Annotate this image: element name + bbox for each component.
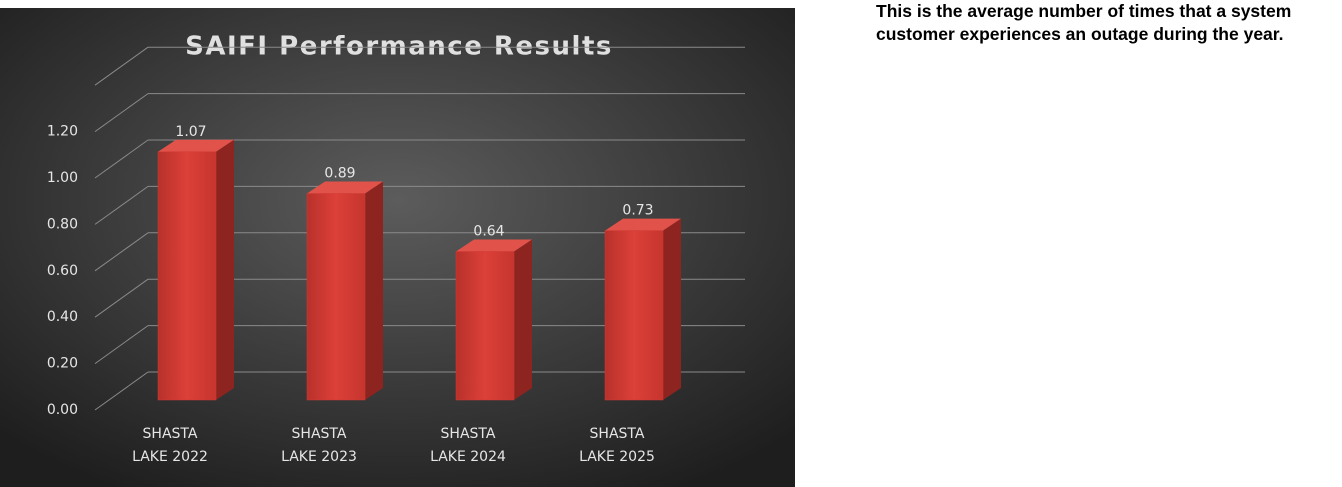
grid-line xyxy=(94,46,149,86)
chart-area: SAIFI Performance Results 0.00 0.20 0.40 0.… xyxy=(0,8,795,487)
y-tick-label: 0.60 xyxy=(47,263,78,279)
bar-top xyxy=(605,218,681,231)
grid-line xyxy=(94,278,149,318)
bar xyxy=(157,151,217,401)
x-tick-label: SHASTA LAKE 2022 xyxy=(132,426,208,465)
grid-line xyxy=(94,139,149,179)
bar-side xyxy=(514,239,532,400)
description: This is the average number of times that… xyxy=(876,1,1292,44)
bar-side xyxy=(216,139,234,400)
grid-line xyxy=(94,325,149,365)
x-tick-label: SHASTA LAKE 2023 xyxy=(281,426,357,465)
grid-line xyxy=(94,93,149,133)
bar-side xyxy=(365,181,383,400)
chart: SAIFI Performance Results 0.00 0.20 0.40 0.… xyxy=(0,8,795,487)
data-label: 1.07 xyxy=(175,124,206,140)
data-label: 0.73 xyxy=(622,203,653,219)
y-tick-label: 0.40 xyxy=(47,309,78,325)
data-label: 0.89 xyxy=(324,166,355,182)
y-tick-label: 0.00 xyxy=(47,402,78,418)
bar xyxy=(455,251,515,401)
y-tick-label: 0.20 xyxy=(47,356,78,372)
grid-line xyxy=(94,232,149,272)
y-tick-label: 1.20 xyxy=(47,124,78,140)
x-tick-label: SHASTA LAKE 2025 xyxy=(579,426,655,465)
bar xyxy=(306,193,366,401)
chart-title: SAIFI Performance Results xyxy=(185,32,613,62)
grid-line xyxy=(94,371,149,411)
bar-top xyxy=(456,239,532,252)
bar-top xyxy=(307,181,383,194)
y-tick-label: 0.80 xyxy=(47,216,78,232)
x-tick-label: SHASTA LAKE 2024 xyxy=(430,426,506,465)
bar-top xyxy=(158,139,234,152)
grid-line xyxy=(94,185,149,225)
bar-side xyxy=(663,218,681,400)
data-label: 0.64 xyxy=(473,224,504,240)
y-tick-label: 1.00 xyxy=(47,170,78,186)
bar xyxy=(604,230,664,401)
